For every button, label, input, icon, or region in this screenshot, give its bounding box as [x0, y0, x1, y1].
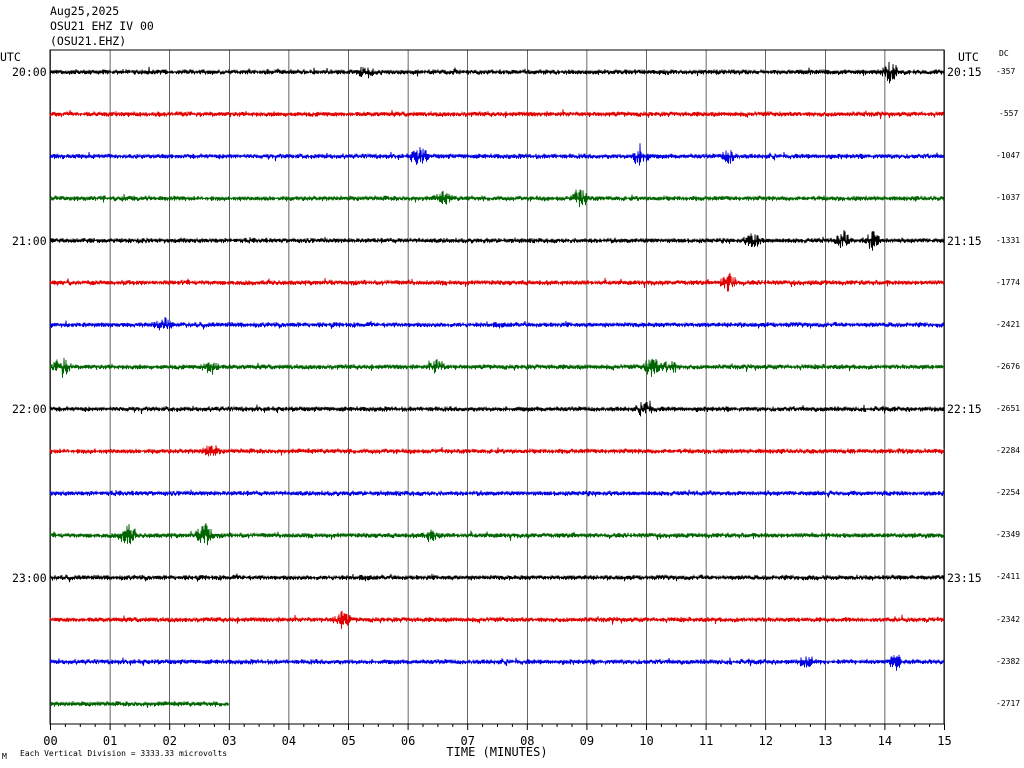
trace-row-9	[49, 445, 945, 457]
dc-value: -1037	[996, 193, 1021, 202]
trace-row-12	[49, 573, 945, 583]
trace-row-2	[49, 143, 945, 166]
trace-row-10	[49, 489, 945, 498]
dc-value: -2382	[996, 657, 1021, 666]
x-tick-label: 13	[818, 734, 832, 748]
trace-row-7	[49, 357, 945, 378]
trace-row-3	[49, 189, 945, 208]
x-tick-label: 14	[878, 734, 892, 748]
dc-value: -2411	[996, 572, 1021, 581]
dc-value: -2254	[996, 488, 1021, 497]
x-tick-label: 07	[460, 734, 474, 748]
trace-row-15	[49, 700, 229, 709]
dc-value: -1774	[996, 278, 1021, 287]
trace-row-0	[49, 61, 945, 84]
right-time-label: 23:15	[947, 571, 982, 585]
dc-header-label: DC	[999, 49, 1009, 58]
dc-value: -1047	[996, 151, 1021, 160]
trace-row-1	[49, 109, 945, 120]
dc-value: -1331	[996, 236, 1021, 245]
dc-value: -2421	[996, 320, 1021, 329]
x-tick-label: 02	[162, 734, 176, 748]
x-tick-label: 08	[520, 734, 534, 748]
right-utc-label: UTC	[958, 50, 979, 64]
x-tick-label: 04	[282, 734, 296, 748]
trace-row-4	[49, 230, 945, 251]
x-tick-label: 05	[341, 734, 355, 748]
dc-value: -2284	[996, 446, 1021, 455]
left-time-label: 22:00	[12, 402, 47, 416]
dc-value: -2651	[996, 404, 1021, 413]
left-utc-label: UTC	[0, 50, 21, 64]
trace-row-11	[49, 522, 945, 546]
dc-value: -557	[999, 109, 1019, 118]
x-tick-label: 09	[580, 734, 594, 748]
x-tick-label: 10	[639, 734, 653, 748]
x-tick-label: 03	[222, 734, 236, 748]
x-tick-label: 11	[699, 734, 713, 748]
plot-frame	[49, 49, 945, 725]
left-time-label: 20:00	[12, 65, 47, 79]
scale-note: Each Vertical Division = 3333.33 microvo…	[20, 749, 228, 758]
dc-value: -2349	[996, 530, 1021, 539]
trace-row-14	[49, 654, 945, 671]
right-time-label: 22:15	[947, 402, 982, 416]
date-label: Aug25,2025	[50, 4, 120, 18]
dc-value: -2676	[996, 362, 1021, 371]
trace-row-8	[49, 400, 945, 417]
x-tick-label: 01	[103, 734, 117, 748]
right-time-label: 20:15	[947, 65, 982, 79]
left-time-label: 23:00	[12, 571, 47, 585]
right-time-label: 21:15	[947, 234, 982, 248]
dc-value: -2717	[996, 699, 1021, 708]
x-tick-label: 00	[43, 734, 57, 748]
left-time-label: 21:00	[12, 234, 47, 248]
x-tick-label: 15	[937, 734, 951, 748]
dc-value: -357	[996, 67, 1016, 76]
trace-row-13	[49, 610, 945, 630]
channel-code-label: (OSU21.EHZ)	[50, 34, 127, 48]
x-tick-label: 12	[758, 734, 772, 748]
corner-mark: M	[2, 752, 7, 761]
station-label: OSU21 EHZ IV 00	[50, 19, 154, 33]
x-tick-label: 06	[401, 734, 415, 748]
trace-row-5	[49, 272, 945, 292]
trace-row-6	[49, 316, 945, 331]
x-axis-label: TIME (MINUTES)	[446, 745, 547, 759]
dc-value: -2342	[996, 615, 1021, 624]
